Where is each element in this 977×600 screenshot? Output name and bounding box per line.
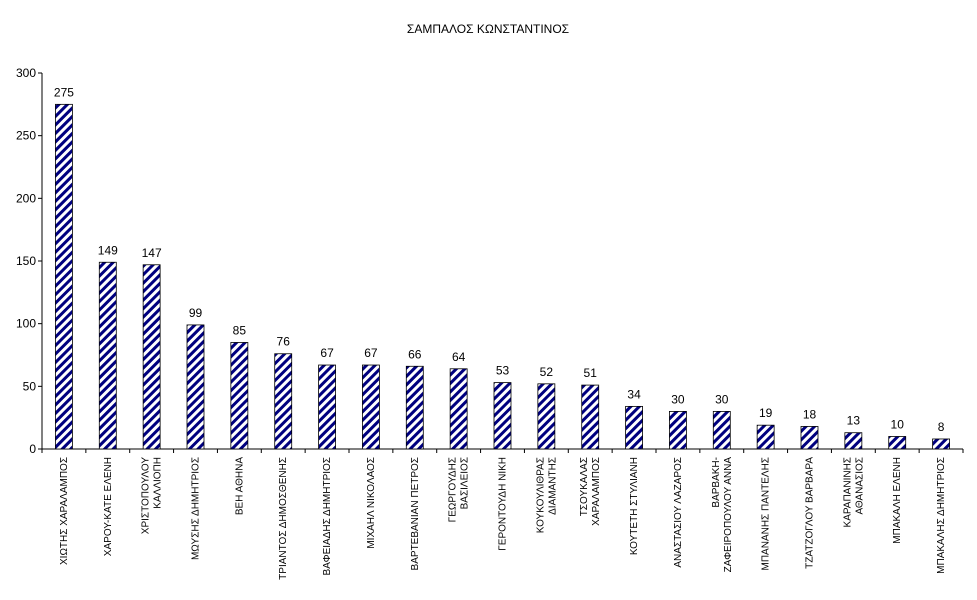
category-label: ΧΑΡΟΥ-ΚΑΤΕ ΕΛΕΝΗ — [103, 457, 114, 556]
data-label: 67 — [320, 346, 334, 360]
bar — [537, 383, 556, 450]
data-label: 51 — [584, 366, 598, 380]
y-tick-label: 100 — [16, 317, 36, 331]
data-label: 275 — [54, 85, 74, 99]
data-label: 99 — [189, 306, 203, 320]
data-label: 147 — [142, 246, 162, 260]
data-label: 52 — [540, 365, 554, 379]
category-label: ΒΑΣΙΛΕΙΟΣ — [460, 457, 471, 509]
bar — [449, 368, 468, 450]
bar — [625, 405, 643, 450]
bar — [756, 424, 775, 450]
data-label: 149 — [98, 243, 118, 257]
bar — [888, 436, 907, 450]
bar — [362, 364, 380, 450]
category-label: ΒΑΦΕΙΑΔΗΣ ΔΗΜΗΤΡΙΟΣ — [322, 457, 333, 575]
category-label: ΚΟΥΚΟΥΛΙΘΡΑΣ — [535, 457, 546, 533]
category-label: ΑΘΑΝΑΣΙΟΣ — [854, 457, 865, 515]
data-label: 30 — [715, 392, 729, 406]
bar — [712, 410, 731, 450]
category-label: ΤΡΙΑΝΤΟΣ ΔΗΜΟΣΘΕΝΗΣ — [278, 457, 289, 580]
category-label: ΤΖΑΤΖΟΓΛΟΥ ΒΑΡΒΑΡΑ — [805, 457, 816, 569]
category-label: ΑΝΑΣΤΑΣΙΟΥ ΛΑΖΑΡΟΣ — [673, 457, 684, 568]
bar — [230, 342, 249, 450]
category-label: ΜΠΑΝΑΝΗΣ ΠΑΝΤΕΛΗΣ — [761, 457, 772, 571]
data-label: 66 — [408, 347, 422, 361]
bar — [186, 324, 205, 450]
y-tick-label: 300 — [16, 66, 36, 80]
y-tick-label: 0 — [29, 442, 36, 456]
bar — [142, 264, 161, 450]
category-label: ΜΠΑΚΑΛΗ ΕΛΕΝΗ — [892, 457, 903, 544]
bar — [800, 426, 819, 450]
data-label: 8 — [938, 420, 945, 434]
category-label: ΖΑΦΕΙΡΟΠΟΥΛΟΥ ΑΝΝΑ — [723, 457, 734, 573]
category-label: ΚΑΛΛΙΟΠΗ — [153, 457, 164, 509]
category-label: ΤΣΟΥΚΑΛΑΣ — [579, 457, 590, 516]
category-label: ΒΑΡΒΑΚΗ- — [711, 457, 722, 508]
y-tick-label: 250 — [16, 129, 36, 143]
category-label: ΚΑΡΑΠΑΝΙΝΗΣ — [842, 457, 853, 527]
category-label: ΜΙΧΑΗΛ ΝΙΚΟΛΑΟΣ — [366, 457, 377, 549]
bar — [405, 365, 424, 450]
data-label: 18 — [803, 407, 817, 421]
data-label: 34 — [627, 387, 641, 401]
y-tick-label: 200 — [16, 191, 36, 205]
bar — [493, 382, 512, 450]
bar — [318, 364, 336, 450]
bar — [669, 410, 687, 450]
bar — [55, 103, 73, 450]
category-label: ΔΙΑΜΑΝΤΗΣ — [547, 457, 558, 515]
y-tick-label: 150 — [16, 254, 36, 268]
data-label: 64 — [452, 350, 466, 364]
bar — [581, 384, 600, 450]
data-label: 76 — [277, 335, 291, 349]
category-label: ΓΕΩΡΓΟΥΔΗΣ — [448, 457, 459, 522]
category-label: ΜΠΑΚΑΛΗΣ ΔΗΜΗΤΡΙΟΣ — [936, 457, 947, 574]
bar — [932, 438, 950, 450]
category-label: ΒΕΗ ΑΘΗΝΑ — [234, 457, 245, 515]
chart-title: ΣΑΜΠΑΛΟΣ ΚΩΝΣΤΑΝΤΙΝΟΣ — [407, 22, 569, 36]
bar — [98, 261, 117, 450]
category-label: ΒΑΡΤΕΒΑΝΙΑΝ ΠΕΤΡΟΣ — [410, 457, 421, 570]
bar — [844, 432, 863, 450]
category-label: ΓΕΡΟΝΤΟΥΔΗ ΝΙΚΗ — [498, 457, 509, 551]
category-label: ΧΑΡΑΛΑΜΠΟΣ — [591, 457, 602, 526]
category-axis: ΧΙΩΤΗΣ ΧΑΡΑΛΑΜΠΟΣ ΧΑΡΟΥ-ΚΑΤΕ ΕΛΕΝΗ ΧΡΙΣΤΟΠ… — [41, 449, 964, 580]
category-label: ΧΡΙΣΤΟΠΟΥΛΟΥ — [141, 457, 152, 535]
y-tick-label: 50 — [23, 379, 37, 393]
data-label: 53 — [496, 364, 510, 378]
data-label: 10 — [891, 417, 905, 431]
data-labels: 275 149 147 99 85 76 67 67 66 64 53 52 51 34 30 30 19 18 1… — [54, 85, 945, 434]
data-label: 85 — [233, 323, 247, 337]
data-label: 13 — [847, 414, 861, 428]
category-label: ΚΟΥΤΕΤΗ ΣΤΥΛΙΑΝΗ — [629, 457, 640, 555]
bar-series — [55, 103, 950, 450]
data-label: 19 — [759, 406, 773, 420]
data-label: 30 — [671, 392, 685, 406]
category-label: ΜΩΥΣΗΣ ΔΗΜΗΤΡΙΟΣ — [191, 457, 202, 560]
category-label: ΧΙΩΤΗΣ ΧΑΡΑΛΑΜΠΟΣ — [59, 457, 70, 565]
bar — [274, 353, 293, 450]
data-label: 67 — [364, 346, 378, 360]
